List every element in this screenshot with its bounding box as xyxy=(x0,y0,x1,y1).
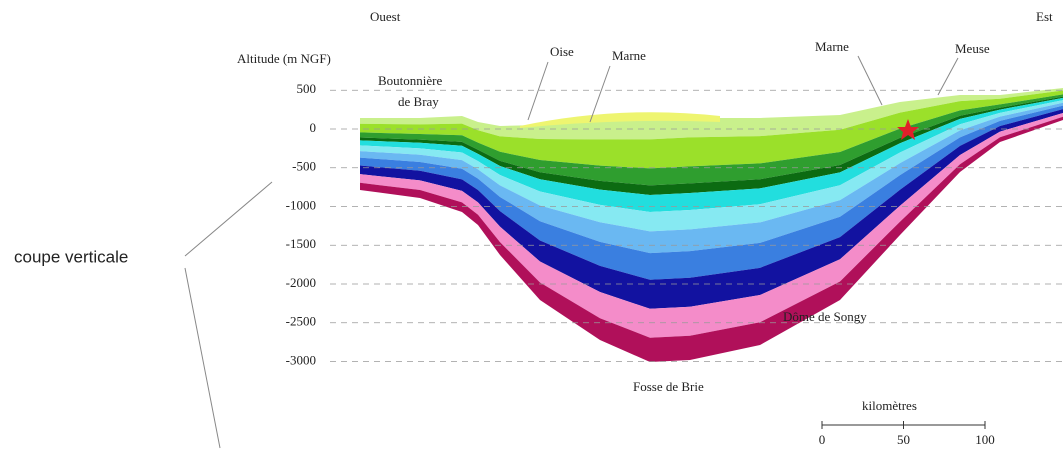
layer xyxy=(360,90,1063,169)
star xyxy=(897,119,919,140)
y-tick-label: 0 xyxy=(310,120,317,135)
y-tick-label: -2000 xyxy=(286,275,316,290)
callout-lines xyxy=(184,181,273,449)
callout: coupe verticale xyxy=(14,247,128,266)
scale-label: 50 xyxy=(897,432,910,447)
leader xyxy=(589,65,611,123)
layer xyxy=(360,88,1063,140)
east-label: Est xyxy=(1036,9,1053,24)
y-tick-label: -500 xyxy=(292,159,316,174)
leader xyxy=(527,61,549,121)
layer xyxy=(520,112,720,128)
axis-title: Altitude (m NGF) xyxy=(237,51,331,66)
layer xyxy=(360,100,1063,232)
leader xyxy=(857,55,883,106)
label: Meuse xyxy=(955,41,990,56)
layer xyxy=(360,97,1063,212)
y-tick-label: 500 xyxy=(297,81,317,96)
scale-bar: 0 50 100 xyxy=(819,421,995,447)
scale-title: kilomètres xyxy=(862,398,917,413)
layer xyxy=(360,105,1063,280)
layer xyxy=(360,94,1063,186)
layer xyxy=(360,102,1063,254)
label: Fosse de Brie xyxy=(633,379,704,394)
label: Oise xyxy=(550,44,574,59)
y-tick-label: -3000 xyxy=(286,352,316,367)
scale-label: 0 xyxy=(819,432,826,447)
y-tick-label: -2500 xyxy=(286,314,316,329)
y-tick-label: -1000 xyxy=(286,197,316,212)
label: Boutonnière xyxy=(378,73,442,88)
west-label: Ouest xyxy=(370,9,401,24)
label: Marne xyxy=(612,48,646,63)
label: de Bray xyxy=(398,94,439,109)
label: Dôme de Songy xyxy=(783,309,867,324)
label: Marne xyxy=(815,39,849,54)
grid: 500 0 -500 -1000 -1500 -2000 -2500 -3000 xyxy=(286,81,1063,367)
leader xyxy=(937,57,959,96)
y-tick-label: -1500 xyxy=(286,236,316,251)
section-layers xyxy=(360,88,1063,362)
scale-label: 100 xyxy=(975,432,995,447)
